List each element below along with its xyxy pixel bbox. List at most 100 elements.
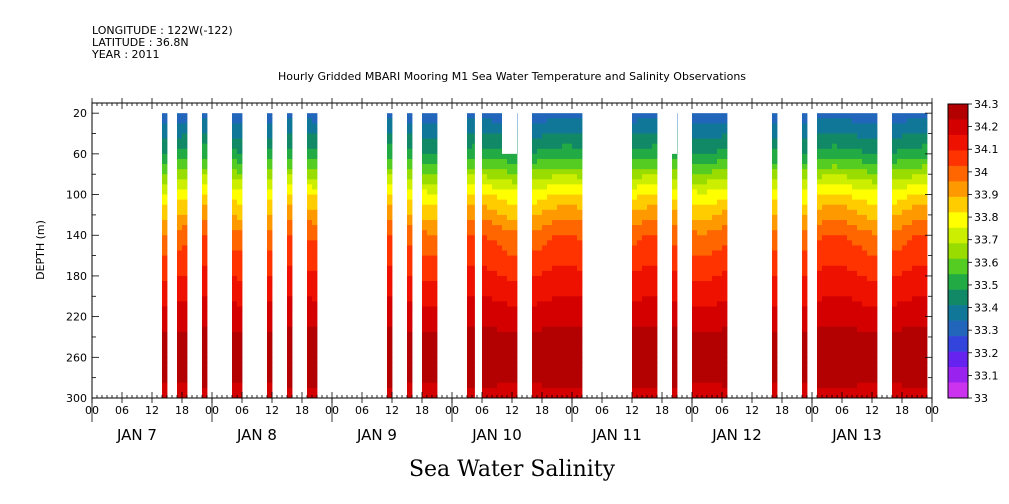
- salinity-cell: [487, 275, 493, 282]
- salinity-cell: [922, 367, 928, 373]
- salinity-cell: [907, 245, 913, 251]
- salinity-cell: [487, 260, 493, 267]
- salinity-cell: [652, 331, 658, 338]
- salinity-cell: [467, 377, 473, 384]
- salinity-cell: [642, 245, 648, 251]
- salinity-cell: [862, 326, 868, 333]
- salinity-cell: [902, 367, 908, 373]
- salinity-cell: [177, 316, 183, 323]
- salinity-cell: [182, 184, 188, 190]
- salinity-cell: [547, 286, 553, 292]
- salinity-cell: [702, 148, 708, 155]
- salinity-cell: [637, 250, 643, 256]
- salinity-cell: [497, 275, 503, 282]
- salinity-cell: [307, 336, 313, 343]
- salinity-cell: [492, 331, 498, 338]
- salinity-cell: [552, 352, 558, 358]
- salinity-cell: [862, 387, 868, 394]
- salinity-cell: [432, 113, 438, 119]
- salinity-cell: [537, 347, 543, 353]
- salinity-cell: [562, 321, 568, 328]
- salinity-cell: [577, 372, 583, 379]
- salinity-cell: [502, 367, 508, 373]
- salinity-cell: [562, 158, 568, 165]
- salinity-cell: [647, 214, 653, 221]
- salinity-cell: [512, 382, 518, 389]
- salinity-cell: [847, 214, 853, 221]
- salinity-cell: [707, 194, 713, 201]
- salinity-cell: [487, 209, 493, 216]
- salinity-cell: [642, 214, 648, 221]
- salinity-cell: [917, 331, 923, 338]
- salinity-cell: [712, 199, 718, 206]
- salinity-cell: [422, 199, 428, 206]
- salinity-cell: [562, 362, 568, 368]
- salinity-cell: [202, 392, 208, 399]
- salinity-cell: [917, 174, 923, 180]
- salinity-cell: [487, 336, 493, 343]
- salinity-cell: [532, 214, 538, 221]
- salinity-cell: [492, 123, 498, 129]
- salinity-cell: [842, 357, 848, 363]
- salinity-cell: [892, 392, 898, 399]
- salinity-cell: [542, 118, 548, 124]
- salinity-cell: [922, 316, 928, 323]
- salinity-cell: [422, 270, 428, 277]
- salinity-cell: [307, 291, 313, 297]
- salinity-cell: [847, 235, 853, 241]
- salinity-cell: [482, 357, 488, 363]
- salinity-cell: [872, 275, 878, 282]
- salinity-cell: [837, 382, 843, 389]
- colorbar-label: 33.9: [974, 188, 999, 201]
- salinity-cell: [557, 275, 563, 282]
- salinity-cell: [907, 281, 913, 287]
- salinity-cell: [532, 179, 538, 185]
- salinity-cell: [872, 138, 878, 145]
- salinity-cell: [822, 148, 828, 155]
- salinity-cell: [922, 133, 928, 140]
- salinity-cell: [647, 189, 653, 195]
- salinity-cell: [182, 255, 188, 262]
- salinity-cell: [497, 148, 503, 155]
- salinity-cell: [707, 158, 713, 165]
- salinity-cell: [547, 296, 553, 302]
- salinity-cell: [837, 336, 843, 343]
- salinity-cell: [492, 265, 498, 272]
- salinity-cell: [492, 301, 498, 307]
- salinity-cell: [852, 265, 858, 272]
- x-tick-label: 00: [565, 404, 579, 417]
- salinity-cell: [487, 133, 493, 140]
- salinity-cell: [827, 118, 833, 124]
- salinity-cell: [837, 174, 843, 180]
- salinity-cell: [712, 352, 718, 358]
- salinity-cell: [652, 387, 658, 394]
- salinity-cell: [907, 184, 913, 190]
- salinity-cell: [892, 204, 898, 211]
- salinity-cell: [912, 286, 918, 292]
- salinity-cell: [232, 204, 238, 211]
- salinity-cell: [722, 342, 728, 348]
- salinity-cell: [562, 174, 568, 180]
- salinity-cell: [707, 387, 713, 394]
- salinity-cell: [552, 362, 558, 368]
- salinity-cell: [652, 199, 658, 206]
- x-tick-label: 06: [475, 404, 489, 417]
- salinity-cell: [512, 174, 518, 180]
- salinity-cell: [897, 143, 903, 150]
- salinity-cell: [647, 316, 653, 323]
- salinity-cell: [307, 296, 313, 302]
- salinity-cell: [267, 118, 273, 124]
- salinity-cell: [472, 230, 475, 236]
- salinity-cell: [432, 331, 438, 338]
- data-segment: [802, 113, 808, 399]
- salinity-cell: [547, 158, 553, 165]
- salinity-cell: [487, 204, 493, 211]
- salinity-cell: [267, 392, 273, 399]
- salinity-cell: [672, 270, 678, 277]
- salinity-cell: [232, 235, 238, 241]
- salinity-cell: [907, 331, 913, 338]
- day-label: JAN 12: [711, 426, 762, 444]
- salinity-cell: [822, 235, 828, 241]
- salinity-cell: [532, 296, 538, 302]
- salinity-cell: [632, 123, 638, 129]
